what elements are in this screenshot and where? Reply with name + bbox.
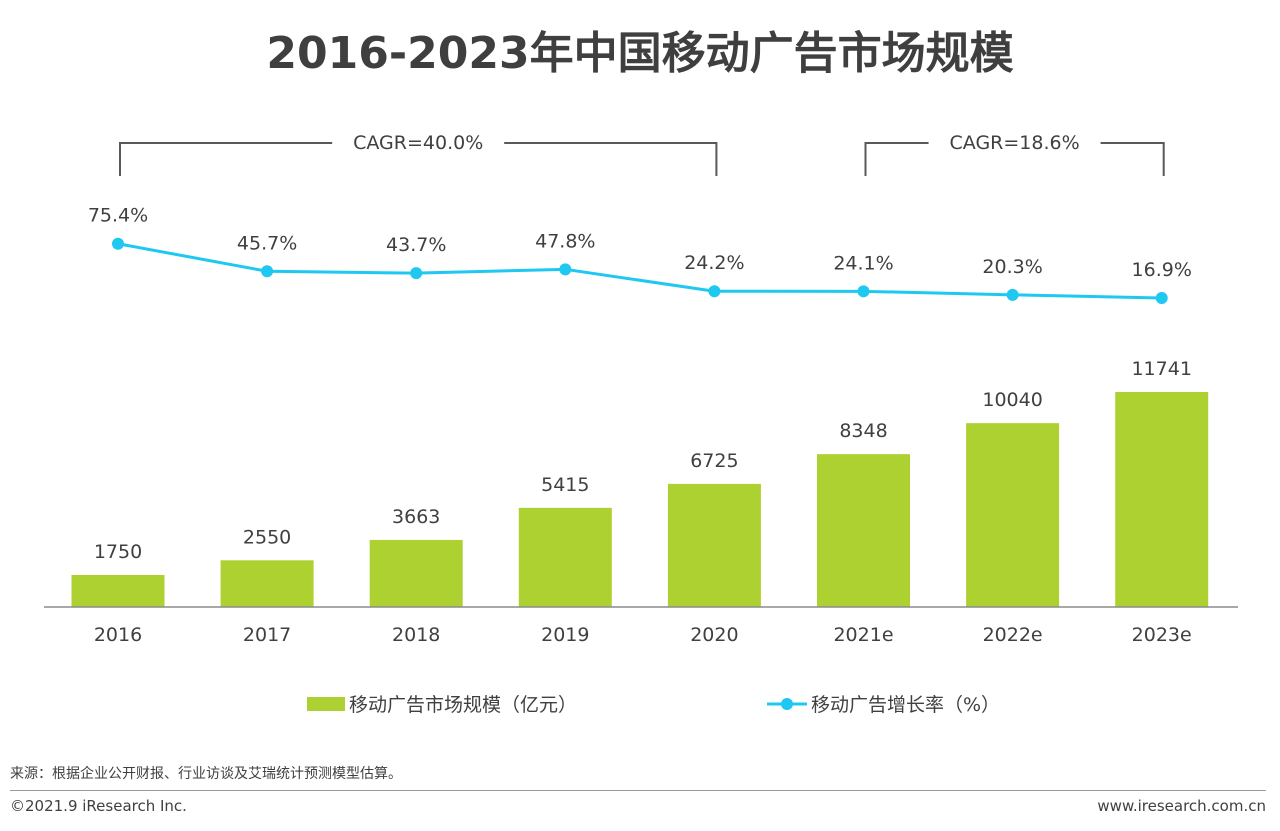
cagr-label: CAGR=40.0%: [353, 132, 483, 154]
legend-label-growth-rate: 移动广告增长率（%）: [811, 694, 1000, 716]
growth-rate-series: 75.4% 45.7% 43.7% 47.8% 24.2% 24.1% 20.3% 16.9%: [88, 205, 1192, 304]
x-tick-label: 2016: [94, 624, 142, 646]
legend-item-growth-rate: 移动广告增长率（%）: [767, 694, 1000, 716]
legend-swatch-marker: [781, 698, 793, 710]
bar-value-label: 2550: [243, 526, 291, 548]
legend-item-market-size: 移动广告市场规模（亿元）: [307, 694, 577, 716]
legend-label-market-size: 移动广告市场规模（亿元）: [349, 694, 577, 716]
cagr-bracket-right: [1100, 142, 1165, 176]
x-tick-label: 2017: [243, 624, 291, 646]
bar-2021e: [817, 454, 910, 607]
growth-rate-label: 45.7%: [237, 232, 297, 254]
growth-point-2016: [112, 237, 124, 250]
bar-2016: [71, 574, 165, 607]
website-link[interactable]: www.iresearch.com.cn: [1097, 797, 1266, 815]
cagr-annotations: CAGR=40.0% CAGR=18.6%: [119, 132, 1165, 176]
growth-point-2022e: [1006, 288, 1019, 301]
legend-swatch-bar: [307, 697, 345, 711]
cagr-bracket-right: [504, 142, 718, 176]
bar-2017: [220, 560, 314, 607]
growth-rate-label: 47.8%: [535, 230, 595, 252]
footer-divider: [10, 790, 1266, 791]
bar-2019: [518, 507, 612, 607]
x-tick-label: 2023e: [1132, 624, 1192, 646]
cagr-bracket: CAGR=18.6%: [864, 132, 1165, 176]
bar-2018: [369, 539, 463, 607]
growth-rate-label: 24.2%: [684, 252, 744, 274]
bar-value-label: 1750: [94, 541, 142, 563]
growth-point-2018: [410, 267, 423, 280]
bar-2020: [667, 483, 761, 607]
copyright-text: ©2021.9 iResearch Inc.: [10, 797, 187, 815]
growth-point-2017: [261, 265, 274, 278]
x-tick-label: 2020: [690, 624, 738, 646]
bar-value-label: 10040: [982, 389, 1042, 411]
market-size-series: 1750 2550 3663 5415 6725 8348 10040 11741: [71, 358, 1209, 607]
bar-value-label: 8348: [839, 420, 887, 442]
chart-title: 2016-2023年中国移动广告市场规模: [266, 28, 1013, 79]
bar-value-label: 11741: [1131, 358, 1191, 380]
x-tick-label: 2021e: [833, 624, 893, 646]
x-tick-label: 2018: [392, 624, 440, 646]
x-axis-categories: 2016 2017 2018 2019 2020 2021e 2022e 2023e: [94, 624, 1192, 646]
growth-point-2019: [559, 263, 572, 276]
growth-point-2020: [708, 285, 721, 298]
cagr-bracket-left: [119, 142, 333, 176]
growth-point-2021e: [857, 285, 870, 298]
growth-rate-label: 16.9%: [1132, 259, 1192, 281]
x-tick-label: 2022e: [983, 624, 1043, 646]
bar-value-label: 3663: [392, 506, 440, 528]
legend: 移动广告市场规模（亿元） 移动广告增长率（%）: [307, 694, 1000, 716]
growth-rate-label: 20.3%: [982, 256, 1042, 278]
x-tick-label: 2019: [541, 624, 589, 646]
cagr-label: CAGR=18.6%: [950, 132, 1080, 154]
growth-rate-line: [117, 242, 1162, 300]
bar-2023e: [1115, 392, 1209, 607]
cagr-bracket: CAGR=40.0%: [119, 132, 718, 176]
growth-rate-label: 43.7%: [386, 234, 446, 256]
growth-rate-label: 24.1%: [833, 252, 893, 274]
bar-value-label: 5415: [541, 474, 589, 496]
source-note: 来源：根据企业公开财报、行业访谈及艾瑞统计预测模型估算。: [10, 766, 402, 782]
growth-rate-label: 75.4%: [88, 205, 148, 227]
bar-value-label: 6725: [690, 450, 738, 472]
growth-point-2023e: [1155, 292, 1168, 304]
cagr-bracket-left: [864, 142, 929, 176]
bar-2022e: [966, 423, 1060, 607]
